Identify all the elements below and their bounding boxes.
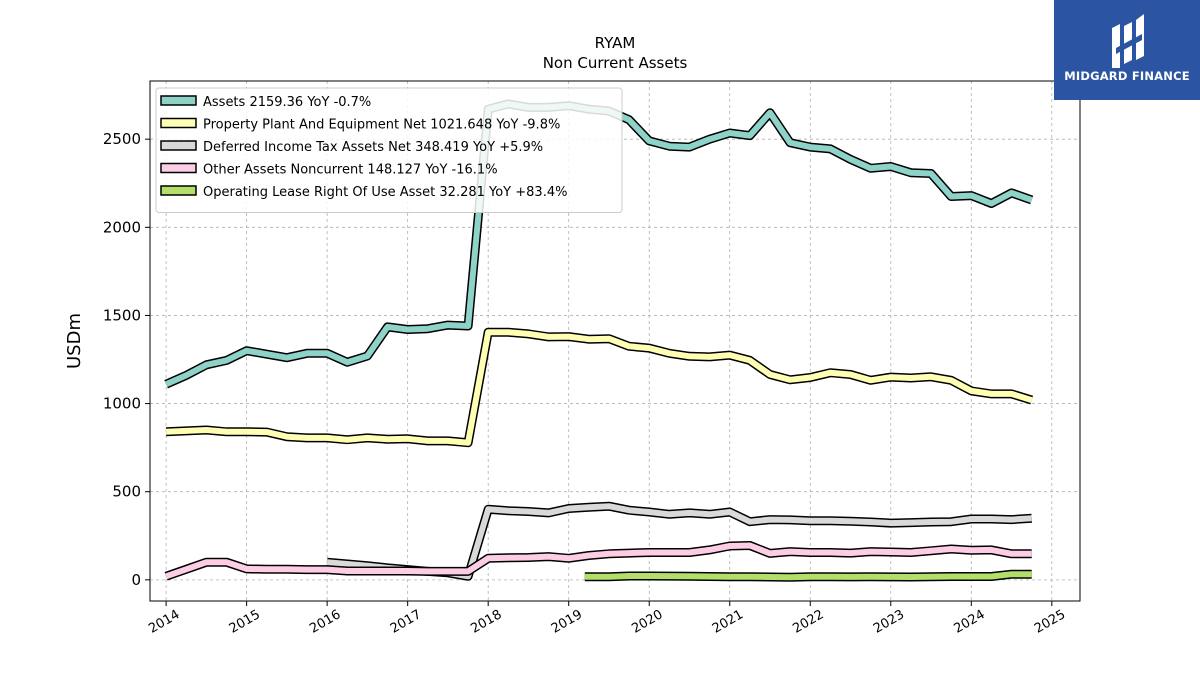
legend-label: Deferred Income Tax Assets Net 348.419 Y… bbox=[203, 140, 543, 155]
series-line-5 bbox=[584, 569, 1032, 582]
series-line-outline bbox=[165, 327, 1034, 448]
x-tick-label: 2019 bbox=[549, 607, 585, 637]
y-tick-label: 1500 bbox=[103, 306, 141, 324]
legend-label: Other Assets Noncurrent 148.127 YoY -16.… bbox=[203, 163, 498, 178]
x-tick-label: 2025 bbox=[1032, 607, 1068, 637]
brand-name: MIDGARD FINANCE bbox=[1064, 69, 1190, 83]
series-line-3 bbox=[326, 501, 1033, 581]
legend-box bbox=[155, 87, 623, 213]
legend-label: Property Plant And Equipment Net 1021.64… bbox=[203, 118, 560, 133]
x-tick-label: 2021 bbox=[710, 607, 746, 637]
x-tick-label: 2018 bbox=[468, 607, 504, 637]
x-tick-label: 2014 bbox=[146, 607, 182, 637]
brand-mark-icon bbox=[1112, 14, 1144, 68]
x-tick-label: 2017 bbox=[388, 607, 424, 637]
brand-logo: MIDGARD FINANCE bbox=[1054, 0, 1200, 100]
y-tick-label: 2500 bbox=[103, 130, 141, 148]
legend-label: Assets 2159.36 YoY -0.7% bbox=[203, 95, 371, 110]
legend-swatch bbox=[160, 140, 197, 151]
y-tick-label: 0 bbox=[131, 571, 141, 589]
chart-subtitle: Non Current Assets bbox=[543, 54, 688, 72]
series-line-4 bbox=[164, 541, 1032, 581]
series-line-fill bbox=[584, 571, 1032, 581]
series-line-2 bbox=[165, 327, 1034, 448]
legend-label: Operating Lease Right Of Use Asset 32.28… bbox=[203, 185, 567, 200]
x-tick-label: 2024 bbox=[951, 607, 987, 637]
legend: Assets 2159.36 YoY -0.7% Property Plant A… bbox=[155, 87, 623, 213]
legend-swatch bbox=[160, 95, 197, 106]
x-tick-label: 2023 bbox=[871, 607, 907, 637]
chart-title: RYAM bbox=[595, 34, 636, 52]
y-tick-label: 500 bbox=[112, 483, 141, 501]
series-line-outline bbox=[326, 501, 1033, 581]
x-tick-label: 2016 bbox=[307, 607, 343, 637]
legend-swatch bbox=[160, 117, 197, 129]
legend-swatch bbox=[160, 185, 197, 196]
y-axis-label: USDm bbox=[64, 313, 85, 369]
x-tick-label: 2015 bbox=[227, 607, 263, 637]
x-tick-label: 2020 bbox=[629, 607, 665, 637]
plot-frame bbox=[149, 80, 1081, 602]
y-tick-label: 2000 bbox=[103, 218, 141, 236]
series-line-fill bbox=[165, 542, 1032, 580]
legend-swatch bbox=[160, 162, 197, 174]
x-tick-label: 2022 bbox=[790, 607, 826, 637]
y-tick-label: 1000 bbox=[103, 395, 141, 413]
series-line-fill bbox=[165, 329, 1033, 446]
